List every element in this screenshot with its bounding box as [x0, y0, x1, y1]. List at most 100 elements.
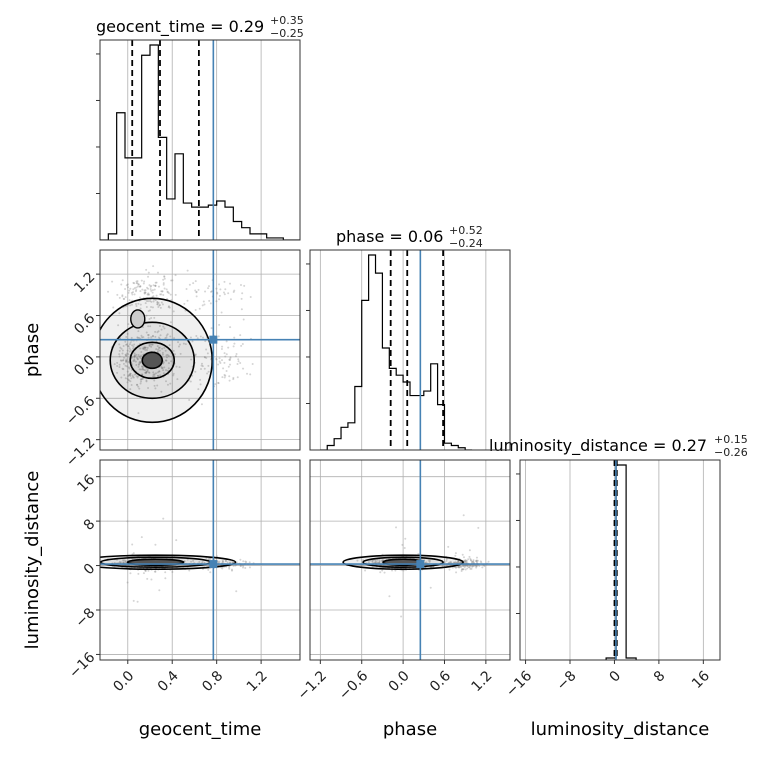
scatter-point: [121, 352, 124, 355]
scatter-point: [128, 367, 131, 370]
scatter-point: [135, 303, 138, 306]
scatter-point: [151, 335, 154, 338]
scatter-point: [198, 560, 201, 563]
truth-marker-geocent-time-vs-phase: [209, 335, 218, 344]
scatter-point: [472, 560, 475, 563]
scatter-point: [463, 566, 466, 569]
scatter-point: [481, 566, 484, 569]
scatter-point: [143, 346, 146, 349]
scatter-point: [224, 559, 227, 562]
scatter-point: [147, 387, 150, 390]
scatter-point: [130, 384, 133, 387]
scatter-point: [178, 343, 181, 346]
scatter-point: [131, 374, 134, 377]
scatter-point: [475, 556, 478, 559]
scatter-point: [169, 293, 172, 296]
scatter-point: [457, 560, 460, 563]
scatter-point: [172, 310, 175, 313]
scatter-point: [158, 349, 161, 352]
scatter-point: [457, 565, 460, 568]
scatter-point: [147, 292, 150, 295]
scatter-point: [207, 557, 210, 560]
scatter-point: [147, 275, 150, 278]
scatter-point: [177, 341, 180, 344]
scatter-point: [153, 384, 156, 387]
scatter-point: [168, 306, 171, 309]
scatter-point: [141, 365, 144, 368]
scatter-point: [124, 288, 127, 291]
scatter-point: [483, 564, 486, 567]
scatter-point: [194, 280, 197, 283]
xtick-label-phase-vs-luminosity-distance-1: −0.6: [336, 668, 371, 703]
scatter-point: [388, 595, 391, 598]
scatter-point: [159, 374, 162, 377]
scatter-point: [460, 568, 463, 571]
scatter-point: [119, 561, 122, 564]
scatter-point: [154, 570, 157, 573]
scatter-point: [236, 376, 239, 379]
scatter-point: [467, 558, 470, 561]
scatter-point: [140, 354, 143, 357]
scatter-point: [228, 567, 231, 570]
scatter-point: [151, 289, 154, 292]
xtick-label-geocent-time-vs-luminosity-distance-0: 0.0: [110, 668, 137, 695]
scatter-point: [465, 559, 468, 562]
scatter-point: [230, 568, 233, 571]
scatter-point: [120, 561, 123, 564]
scatter-point: [218, 283, 221, 286]
scatter-point: [146, 293, 149, 296]
scatter-point: [136, 383, 139, 386]
scatter-point: [228, 375, 231, 378]
scatter-point: [229, 326, 232, 329]
scatter-point: [455, 571, 458, 574]
title-phase-minus: −0.24: [449, 237, 483, 250]
xtick-label-geocent-time-vs-luminosity-distance-3: 1.2: [244, 668, 271, 695]
scatter-point: [184, 309, 187, 312]
scatter-point: [210, 327, 213, 330]
scatter-point: [154, 330, 157, 333]
scatter-point: [144, 346, 147, 349]
scatter-point: [142, 368, 145, 371]
scatter-point: [166, 353, 169, 356]
scatter-point: [162, 278, 165, 281]
scatter-point: [241, 292, 244, 295]
scatter-point: [472, 560, 475, 563]
scatter-point: [130, 291, 133, 294]
scatter-point: [155, 294, 158, 297]
scatter-point: [157, 330, 160, 333]
scatter-point: [239, 283, 242, 286]
scatter-point: [231, 561, 234, 564]
scatter-point: [462, 568, 465, 571]
scatter-point: [150, 578, 153, 581]
scatter-point: [116, 361, 119, 364]
scatter-point: [156, 271, 159, 274]
scatter-point: [194, 370, 197, 373]
scatter-point: [153, 288, 156, 291]
scatter-point: [165, 288, 168, 291]
scatter-point: [218, 357, 221, 360]
scatter-point: [204, 356, 207, 359]
scatter-point: [165, 356, 168, 359]
scatter-point: [475, 565, 478, 568]
scatter-point: [195, 290, 198, 293]
scatter-point: [167, 306, 170, 309]
scatter-point: [163, 287, 166, 290]
scatter-point: [215, 287, 218, 290]
scatter-point: [141, 367, 144, 370]
scatter-point: [233, 342, 236, 345]
scatter-point: [135, 282, 138, 285]
scatter-point: [160, 301, 163, 304]
scatter-point: [152, 373, 155, 376]
scatter-point: [141, 378, 144, 381]
scatter-point: [135, 286, 138, 289]
scatter-point: [201, 365, 204, 368]
scatter-point: [153, 375, 156, 378]
scatter-point: [232, 564, 235, 567]
scatter-point: [139, 357, 142, 360]
axes-frame-geocent-time-vs-phase: [99, 249, 301, 451]
scatter-point: [127, 378, 130, 381]
scatter-point: [475, 565, 478, 568]
scatter-point: [129, 380, 132, 383]
scatter-point: [216, 555, 219, 558]
